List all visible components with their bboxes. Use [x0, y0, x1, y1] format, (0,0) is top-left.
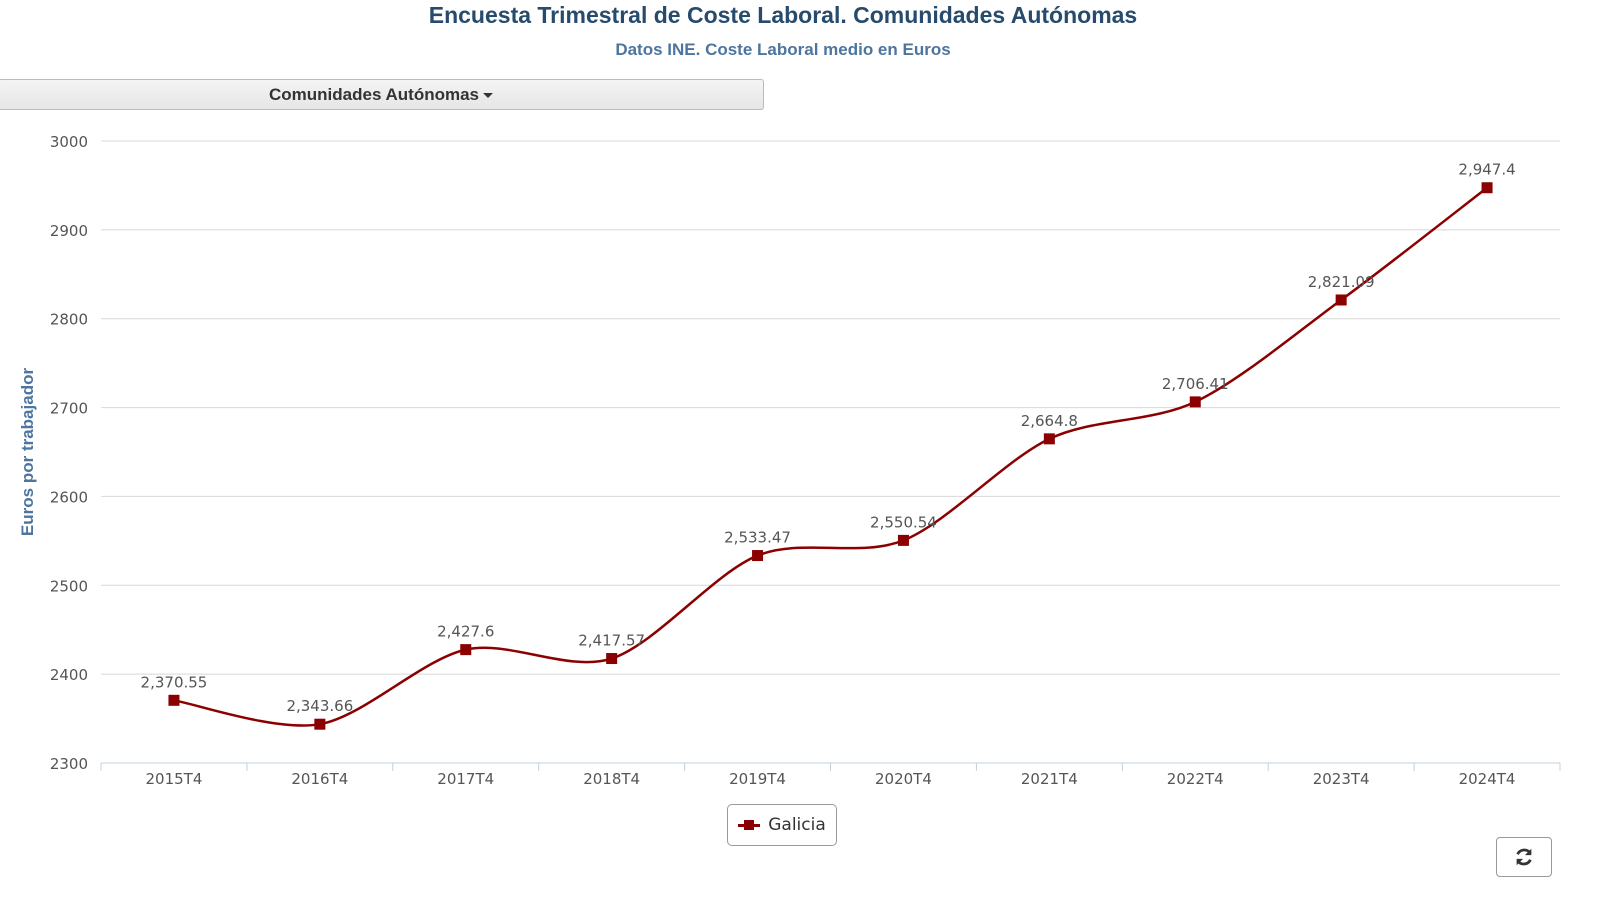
x-tick-label: 2018T4	[583, 770, 640, 788]
y-axis-label: Euros por trabajador	[18, 368, 37, 537]
caret-down-icon	[483, 93, 493, 99]
refresh-button[interactable]	[1496, 837, 1552, 877]
data-point	[1481, 182, 1493, 194]
x-tick-label: 2015T4	[146, 770, 203, 788]
data-label: 2,417.57	[578, 632, 645, 650]
data-label: 2,370.55	[141, 673, 208, 691]
series-line-galicia	[173, 186, 1488, 727]
data-point	[314, 718, 326, 730]
x-tick-label: 2024T4	[1459, 770, 1516, 788]
data-label: 2,947.4	[1458, 161, 1515, 179]
data-point	[752, 550, 764, 562]
x-tick-label: 2016T4	[291, 770, 348, 788]
x-tick-label: 2019T4	[729, 770, 786, 788]
data-point	[1189, 396, 1201, 408]
region-dropdown[interactable]: Comunidades Autónomas	[0, 79, 764, 110]
data-label: 2,550.54	[870, 513, 937, 531]
y-tick-label: 2700	[50, 400, 88, 418]
data-label: 2,821.09	[1308, 273, 1375, 291]
dropdown-label: Comunidades Autónomas	[269, 85, 479, 104]
x-tick-label: 2017T4	[437, 770, 494, 788]
y-tick-label: 2300	[50, 755, 88, 773]
data-label: 2,533.47	[724, 529, 791, 547]
legend-label: Galicia	[768, 815, 826, 835]
x-tick-label: 2020T4	[875, 770, 932, 788]
data-point	[460, 644, 472, 656]
chart-title: Encuesta Trimestral de Coste Laboral. Co…	[428, 2, 1138, 28]
data-label: 2,343.66	[286, 697, 353, 715]
y-tick-label: 2800	[50, 311, 88, 329]
data-point	[606, 653, 618, 665]
x-tick-label: 2023T4	[1313, 770, 1370, 788]
data-label: 2,427.6	[437, 623, 494, 641]
data-point	[1335, 294, 1347, 306]
legend-symbol	[738, 819, 761, 831]
chart-subtitle: Datos INE. Coste Laboral medio en Euros	[615, 40, 951, 59]
y-tick-label: 2500	[50, 577, 88, 595]
y-tick-label: 3000	[50, 133, 88, 151]
legend-item-galicia[interactable]: Galicia	[727, 804, 837, 846]
data-point	[1043, 433, 1055, 445]
y-tick-label: 2600	[50, 488, 88, 506]
y-tick-label: 2900	[50, 222, 88, 240]
data-point	[897, 534, 909, 546]
y-tick-label: 2400	[50, 666, 88, 684]
x-tick-label: 2022T4	[1167, 770, 1224, 788]
data-label: 2,706.41	[1162, 375, 1229, 393]
data-point	[168, 694, 180, 706]
refresh-icon	[1516, 848, 1532, 866]
x-tick-label: 2021T4	[1021, 770, 1078, 788]
data-label: 2,664.8	[1021, 412, 1078, 430]
